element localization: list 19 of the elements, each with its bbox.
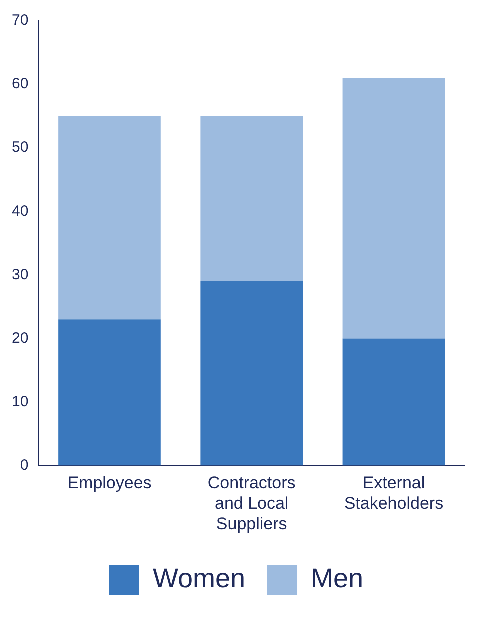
- bar: [58, 320, 161, 466]
- y-tick-label: 70: [12, 12, 29, 30]
- x-tick-label: Contractors and Local Suppliers: [208, 474, 296, 534]
- legend-label: Women: [152, 563, 246, 594]
- y-tick-label: 40: [12, 202, 29, 220]
- y-tick-label: 50: [12, 139, 29, 156]
- y-tick-label: 0: [20, 456, 29, 474]
- bar: [200, 282, 303, 466]
- bar: [200, 116, 303, 282]
- bar: [342, 78, 446, 339]
- y-tick-label: 30: [12, 266, 29, 284]
- y-tick-label: 60: [12, 76, 29, 93]
- bar: [58, 116, 161, 320]
- y-tick-label: 10: [12, 393, 29, 410]
- x-tick-label: Employees: [68, 474, 152, 493]
- bar: [342, 338, 446, 466]
- y-tick-label: 20: [12, 330, 29, 347]
- x-tick-label: External Stakeholders: [344, 474, 444, 514]
- legend-label: Men: [311, 563, 364, 594]
